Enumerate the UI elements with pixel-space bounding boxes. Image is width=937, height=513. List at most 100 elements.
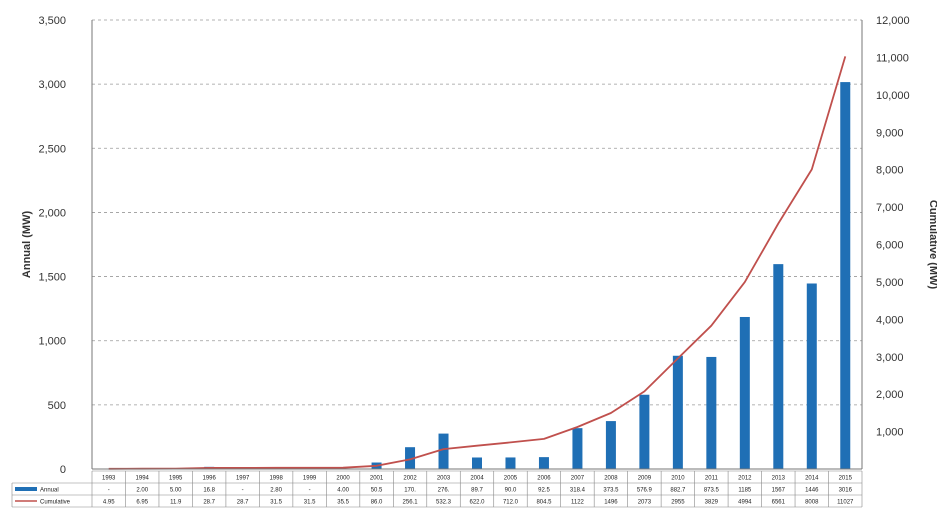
- table-year-label: 1997: [236, 476, 250, 482]
- table-annual-value: 5.00: [170, 488, 182, 494]
- bar-annual-2008: [605, 421, 616, 469]
- table-year-label: 2003: [437, 476, 451, 482]
- table-cumulative-value: 6561: [772, 500, 786, 506]
- y-right-tick-label: 1,000: [876, 427, 904, 439]
- table-year-label: 1994: [136, 476, 150, 482]
- cumulative-line: [108, 56, 847, 470]
- bar-annual-2009: [639, 394, 650, 469]
- table-annual-value: 4.00: [337, 488, 349, 494]
- table-cumulative-value: 11027: [837, 500, 854, 506]
- table-year-label: 1995: [169, 476, 183, 482]
- y-right-tick-label: 6,000: [876, 240, 904, 252]
- table-cumulative-value: 8008: [805, 500, 819, 506]
- bar-annual-2005: [505, 457, 516, 469]
- table-annual-value: 318.4: [570, 488, 586, 494]
- table-year-label: 2008: [604, 476, 618, 482]
- y-right-axis-title: Cumulative (MW): [927, 200, 937, 290]
- table-year-label: 2014: [805, 476, 819, 482]
- table-cumulative-value: 256.1: [403, 500, 419, 506]
- y-left-tick-label: 2,000: [38, 207, 66, 219]
- table-year-label: 2004: [470, 476, 484, 482]
- table-annual-value: -: [242, 488, 244, 494]
- y-left-tick-label: 1,500: [38, 272, 66, 284]
- table-annual-value: 1567: [772, 488, 786, 494]
- table-cumulative-value: 31.5: [304, 500, 316, 506]
- y-right-tick-label: 2,000: [876, 389, 904, 401]
- y-right-tick-label: 3,000: [876, 352, 904, 364]
- table-year-label: 2010: [671, 476, 685, 482]
- table-year-label: 2005: [504, 476, 518, 482]
- y-right-tick-label: 9,000: [876, 127, 904, 139]
- table-year-label: 2001: [370, 476, 384, 482]
- bar-annual-2007: [572, 428, 583, 469]
- table-cumulative-value: 86.0: [371, 500, 383, 506]
- table-annual-value: 89.7: [471, 488, 483, 494]
- table-annual-value: 1185: [738, 488, 752, 494]
- bar-annual-2006: [538, 457, 549, 469]
- table-annual-value: 373.5: [603, 488, 619, 494]
- y-left-tick-label: 3,000: [38, 79, 66, 91]
- table-cumulative-value: 2073: [638, 500, 652, 506]
- table-annual-value: 873.5: [704, 488, 720, 494]
- table-cumulative-value: 804.5: [536, 500, 552, 506]
- table-cumulative-value: 28.7: [203, 500, 215, 506]
- table-year-label: 2013: [772, 476, 786, 482]
- legend-swatch-annual: [15, 487, 37, 491]
- table-annual-value: -: [309, 488, 311, 494]
- table-annual-value: 2.80: [270, 488, 282, 494]
- table-annual-value: 16.8: [203, 488, 215, 494]
- table-year-label: 2007: [571, 476, 585, 482]
- bar-annual-2013: [773, 264, 784, 469]
- table-year-label: 2000: [336, 476, 350, 482]
- table-cumulative-value: 532.3: [436, 500, 452, 506]
- y-left-tick-label: 3,500: [38, 15, 66, 27]
- y-right-tick-label: 4,000: [876, 314, 904, 326]
- cumulative-line-layer: [108, 56, 847, 470]
- y-left-tick-label: 2,500: [38, 143, 66, 155]
- bar-annual-2014: [806, 283, 817, 469]
- y-left-tick-label: 500: [48, 400, 66, 412]
- table-cumulative-value: 3829: [705, 500, 719, 506]
- table-cumulative-value: 712.0: [503, 500, 519, 506]
- table-cumulative-value: 1122: [571, 500, 585, 506]
- table-cumulative-value: 2955: [671, 500, 685, 506]
- table-cumulative-value: 31.5: [270, 500, 282, 506]
- y-right-tick-label: 5,000: [876, 277, 904, 289]
- table-cumulative-value: 6.95: [136, 500, 148, 506]
- table-year-label: 1993: [102, 476, 116, 482]
- table-annual-value: 1446: [805, 488, 819, 494]
- y-left-axis-title: Annual (MW): [21, 211, 33, 279]
- table-annual-value: 882.7: [670, 488, 686, 494]
- table-annual-value: 576.9: [637, 488, 653, 494]
- bar-annual-2010: [672, 355, 683, 469]
- bar-annual-2012: [739, 316, 750, 469]
- table-year-label: 2011: [705, 476, 719, 482]
- bar-annual-2004: [472, 457, 482, 469]
- bar-annual-2003: [438, 433, 449, 469]
- gridlines: [92, 19, 862, 470]
- bar-annual-2002: [405, 447, 416, 469]
- table-cumulative-value: 11.9: [170, 500, 182, 506]
- table-year-label: 1996: [202, 476, 216, 482]
- table-cumulative-value: 4.95: [103, 500, 115, 506]
- legend-label-cumulative: Cumulative: [40, 500, 71, 506]
- table-year-label: 1998: [269, 476, 283, 482]
- table-year-label: 2009: [638, 476, 652, 482]
- y-right-tick-label: 7,000: [876, 202, 904, 214]
- bar-annual-2015: [840, 82, 851, 470]
- bar-annual-2011: [706, 356, 717, 469]
- table-cumulative-value: 28.7: [237, 500, 249, 506]
- table-cumulative-value: 4994: [738, 500, 752, 506]
- table-annual-value: 170.: [404, 488, 416, 494]
- table-year-label: 2002: [403, 476, 417, 482]
- legend-label-annual: Annual: [40, 488, 59, 494]
- table-year-label: 2015: [839, 476, 853, 482]
- table-annual-value: -: [108, 488, 110, 494]
- table-year-label: 2012: [738, 476, 752, 482]
- y-right-tick-label: 11,000: [876, 52, 909, 64]
- table-annual-value: 90.0: [505, 488, 517, 494]
- y-left-tick-label: 0: [60, 464, 66, 476]
- table-annual-value: 92.5: [538, 488, 550, 494]
